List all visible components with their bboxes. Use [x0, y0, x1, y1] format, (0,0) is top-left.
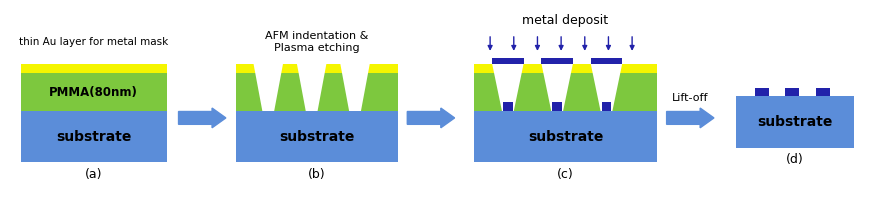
Text: (b): (b) [308, 168, 326, 181]
FancyArrow shape [667, 108, 714, 128]
Text: substrate: substrate [528, 130, 603, 144]
Bar [492, 58, 524, 64]
Bar [474, 74, 656, 111]
Text: thin Au layer for metal mask: thin Au layer for metal mask [19, 37, 168, 47]
Bar [503, 102, 513, 111]
Bar [817, 88, 831, 96]
Bar [590, 58, 622, 64]
Text: PMMA(80nm): PMMA(80nm) [49, 86, 138, 99]
Bar [236, 111, 399, 162]
Polygon shape [492, 64, 524, 111]
Polygon shape [590, 64, 622, 111]
Text: metal deposit: metal deposit [523, 14, 609, 27]
Text: Plasma etching: Plasma etching [275, 43, 360, 53]
FancyArrow shape [179, 108, 226, 128]
Text: substrate: substrate [757, 115, 832, 129]
Text: AFM indentation &: AFM indentation & [266, 31, 369, 41]
Bar [236, 74, 399, 111]
Text: (c): (c) [557, 168, 574, 181]
Bar [236, 64, 399, 74]
Bar [736, 96, 854, 148]
Bar [21, 111, 166, 162]
Bar [602, 102, 612, 111]
Polygon shape [297, 64, 326, 111]
Bar [755, 88, 769, 96]
Bar [474, 111, 656, 162]
Polygon shape [541, 64, 573, 111]
Text: Lift-off: Lift-off [672, 93, 708, 103]
Bar [21, 64, 166, 74]
Bar [21, 74, 166, 111]
Bar [785, 88, 799, 96]
Text: (a): (a) [85, 168, 102, 181]
Polygon shape [341, 64, 370, 111]
Text: substrate: substrate [279, 130, 355, 144]
FancyArrow shape [407, 108, 455, 128]
Text: substrate: substrate [56, 130, 131, 144]
Bar [474, 64, 656, 74]
Bar [541, 58, 573, 64]
Text: (d): (d) [786, 153, 803, 166]
Bar [553, 102, 562, 111]
Polygon shape [253, 64, 283, 111]
